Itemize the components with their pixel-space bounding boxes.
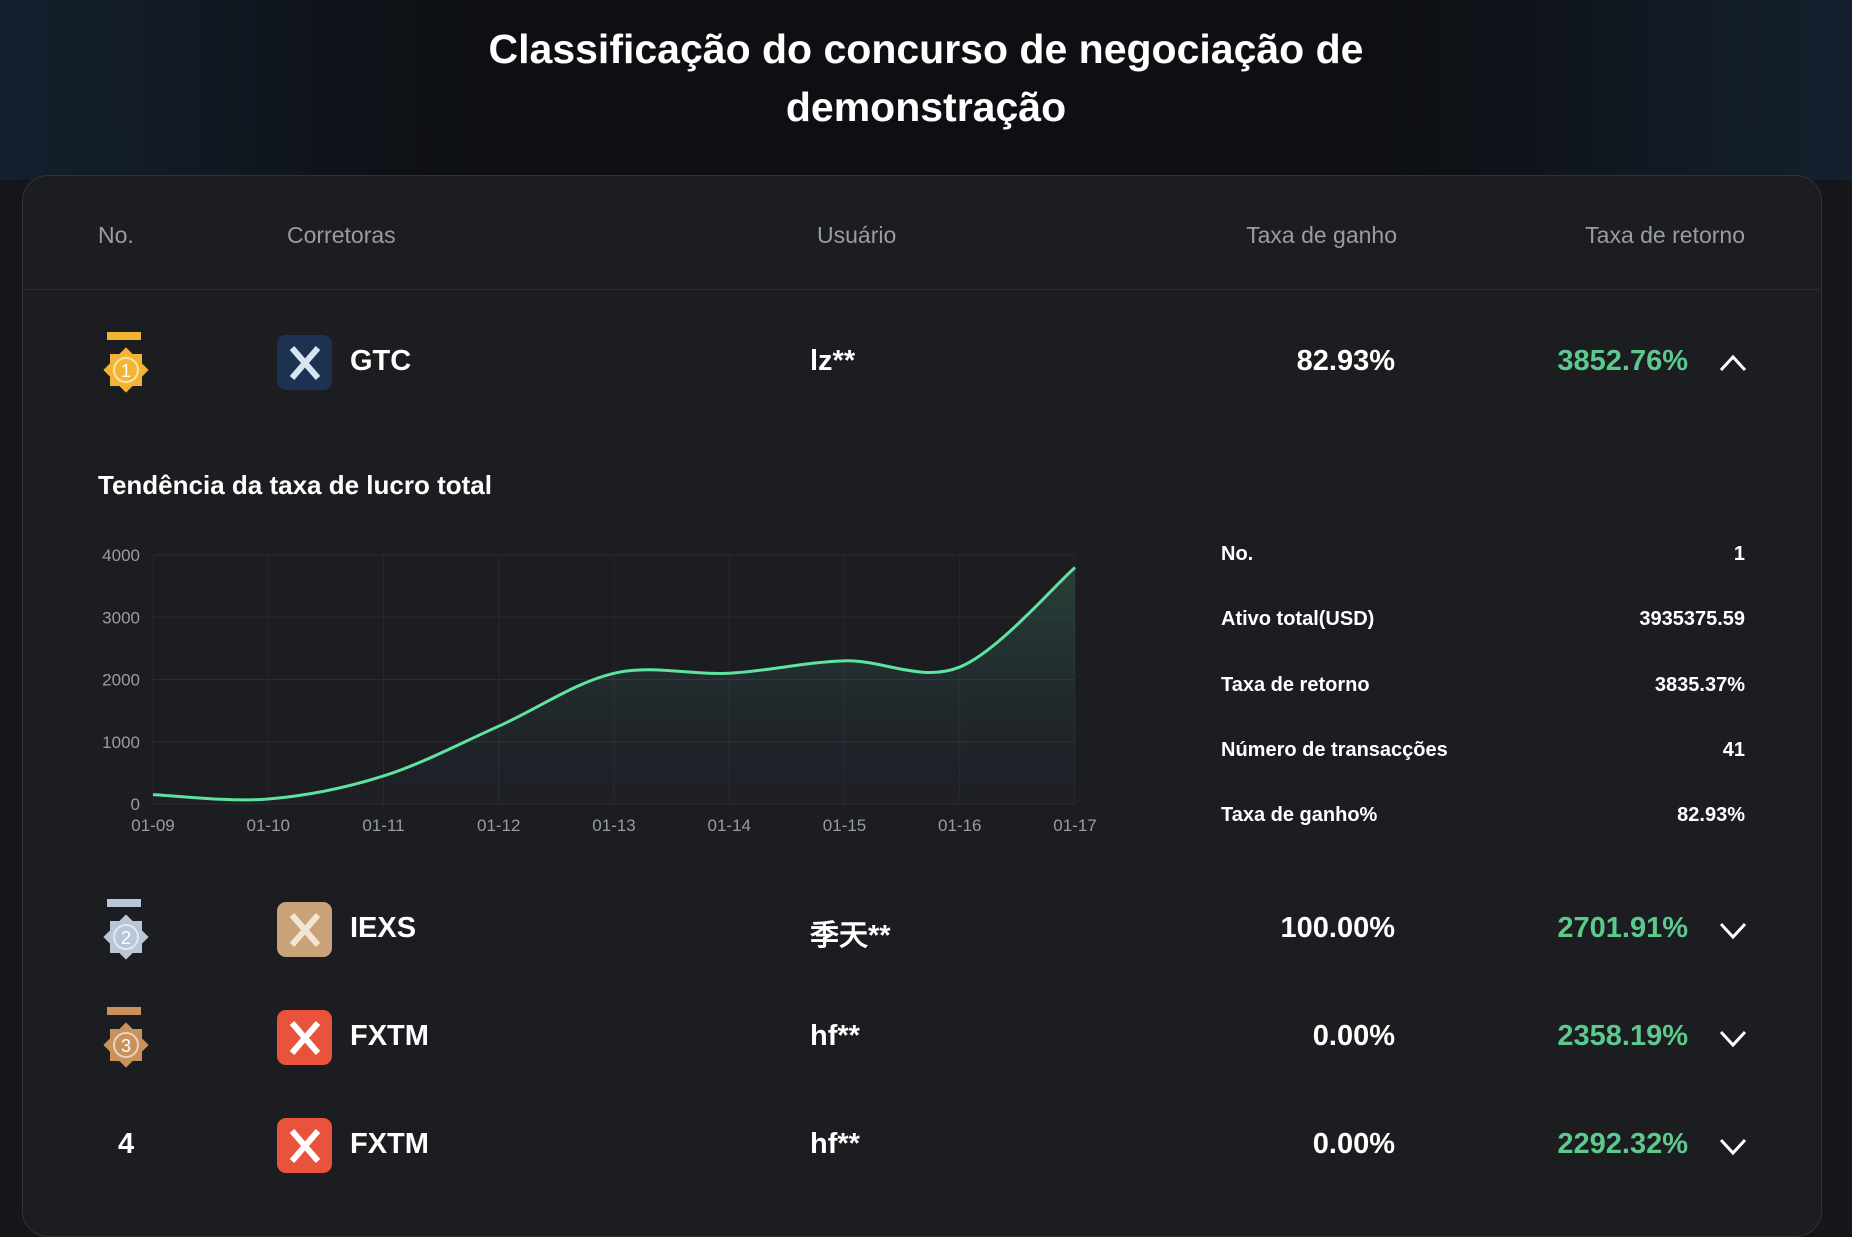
stat-label: Taxa de ganho% — [1221, 804, 1378, 826]
page-title: Classificação do concurso de negociação … — [488, 26, 1364, 130]
broker-name: FXTM — [350, 1128, 429, 1160]
win-rate: 0.00% — [1312, 1020, 1395, 1052]
broker-name: FXTM — [350, 1020, 429, 1052]
win-rate: 0.00% — [1312, 1128, 1395, 1160]
banner — [0, 0, 1852, 180]
column-header: Taxa de ganho — [1246, 222, 1397, 248]
column-header: Usuário — [817, 222, 897, 248]
stat-label: No. — [1221, 543, 1254, 565]
return-rate: 2292.32% — [1557, 1128, 1688, 1160]
rank-number: 4 — [118, 1128, 135, 1160]
stat-value: 1 — [1733, 543, 1745, 565]
stat-label: Número de transacções — [1221, 739, 1448, 761]
user-name: lz** — [810, 345, 856, 377]
user-name: 季天** — [810, 920, 891, 952]
ranking-card — [22, 175, 1822, 1237]
stat-value: 82.93% — [1677, 804, 1745, 826]
stat-label: Ativo total(USD) — [1221, 608, 1375, 630]
user-name: hf** — [810, 1020, 860, 1052]
stat-label: Taxa de retorno — [1221, 674, 1370, 696]
win-rate: 82.93% — [1296, 345, 1395, 377]
broker-name: IEXS — [350, 912, 417, 944]
stat-value: 3835.37% — [1654, 674, 1745, 696]
column-header: Taxa de retorno — [1585, 222, 1745, 248]
return-rate: 3852.76% — [1557, 345, 1688, 377]
stat-value: 3935375.59 — [1639, 608, 1745, 630]
column-header: No. — [98, 222, 134, 248]
stat-value: 41 — [1722, 739, 1745, 761]
win-rate: 100.00% — [1280, 912, 1396, 944]
return-rate: 2701.91% — [1557, 912, 1688, 944]
column-header: Corretoras — [287, 222, 396, 248]
user-name: hf** — [810, 1128, 860, 1160]
return-rate: 2358.19% — [1557, 1020, 1688, 1052]
chart-title: Tendência da taxa de lucro total — [98, 470, 492, 500]
broker-name: GTC — [350, 345, 412, 377]
header-divider — [23, 289, 1820, 290]
